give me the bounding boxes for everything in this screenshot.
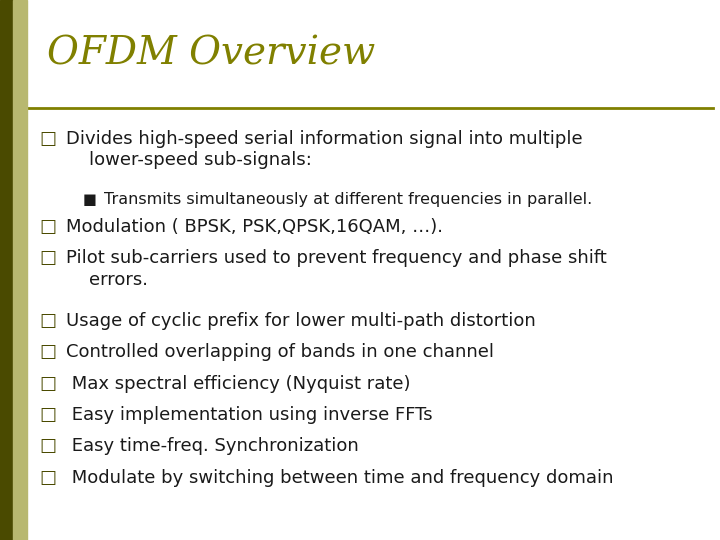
Text: □: □ — [40, 130, 57, 147]
Text: □: □ — [40, 249, 57, 267]
Bar — [13, 0, 27, 540]
Text: □: □ — [40, 437, 57, 455]
Text: Controlled overlapping of bands in one channel: Controlled overlapping of bands in one c… — [66, 343, 494, 361]
Text: ■: ■ — [83, 192, 96, 207]
Text: □: □ — [40, 406, 57, 424]
Bar — [0, 0, 13, 540]
Text: Max spectral efficiency (Nyquist rate): Max spectral efficiency (Nyquist rate) — [66, 375, 410, 393]
Text: OFDM Overview: OFDM Overview — [47, 36, 375, 73]
Text: □: □ — [40, 218, 57, 236]
Text: Modulate by switching between time and frequency domain: Modulate by switching between time and f… — [66, 469, 613, 487]
Text: □: □ — [40, 469, 57, 487]
Text: □: □ — [40, 312, 57, 330]
Text: Transmits simultaneously at different frequencies in parallel.: Transmits simultaneously at different fr… — [104, 192, 593, 207]
Text: Easy implementation using inverse FFTs: Easy implementation using inverse FFTs — [66, 406, 433, 424]
Text: Pilot sub-carriers used to prevent frequency and phase shift
    errors.: Pilot sub-carriers used to prevent frequ… — [66, 249, 607, 289]
Text: □: □ — [40, 375, 57, 393]
Text: Easy time-freq. Synchronization: Easy time-freq. Synchronization — [66, 437, 359, 455]
Text: Usage of cyclic prefix for lower multi-path distortion: Usage of cyclic prefix for lower multi-p… — [66, 312, 536, 330]
Text: Divides high-speed serial information signal into multiple
    lower-speed sub-s: Divides high-speed serial information si… — [66, 130, 583, 169]
Text: □: □ — [40, 343, 57, 361]
Text: Modulation ( BPSK, PSK,QPSK,16QAM, …).: Modulation ( BPSK, PSK,QPSK,16QAM, …). — [66, 218, 444, 236]
